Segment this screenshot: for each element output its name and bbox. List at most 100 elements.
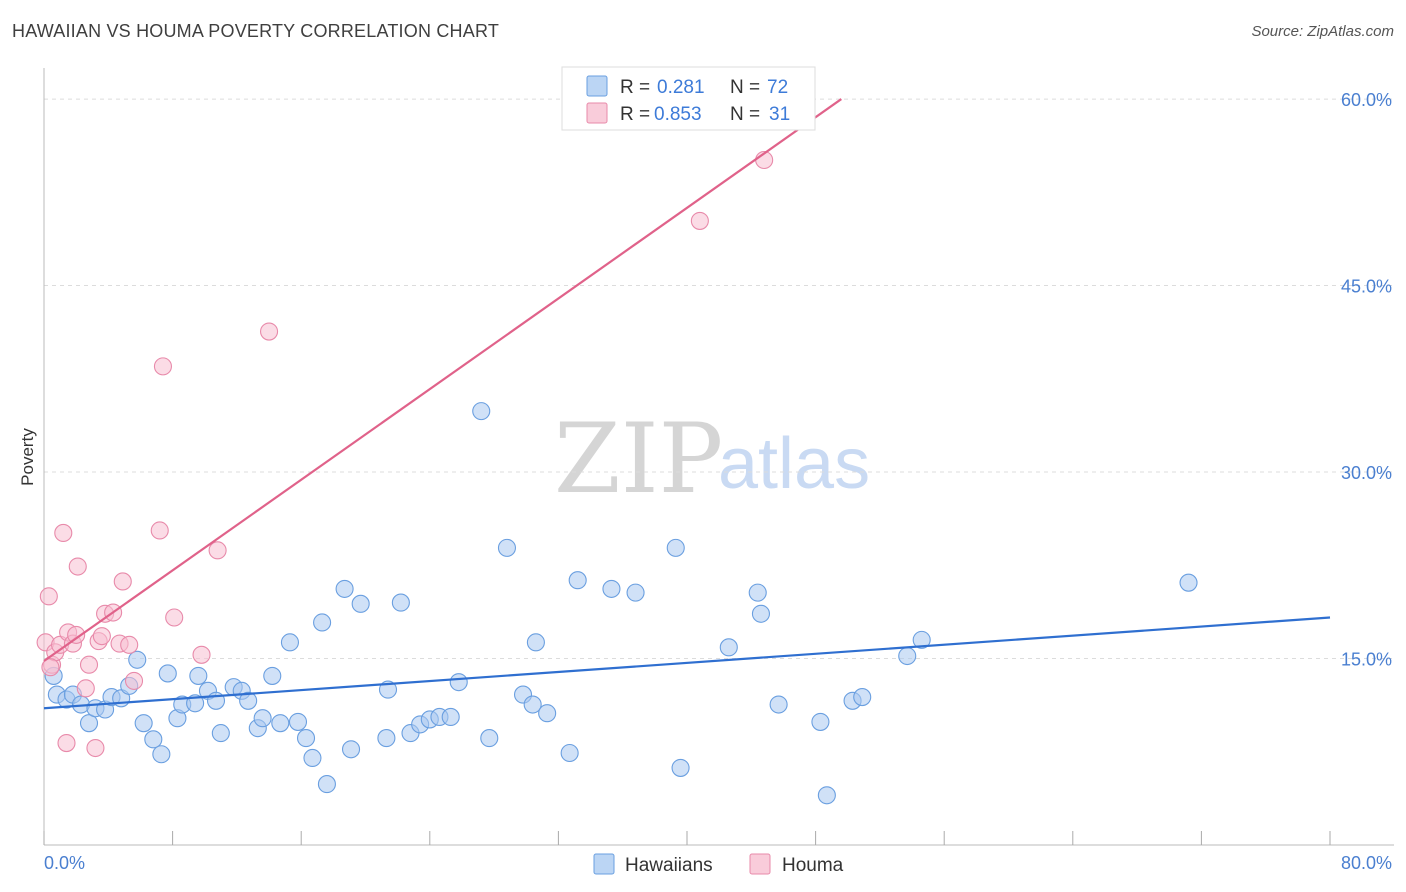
legend-n-label: N = bbox=[730, 104, 760, 125]
y-axis-label: Poverty bbox=[18, 428, 37, 486]
y-tick-label: 15.0% bbox=[1341, 650, 1392, 670]
houma-point bbox=[86, 738, 105, 758]
hawaiians-point bbox=[317, 775, 336, 794]
hawaiians-point bbox=[189, 666, 208, 685]
legend-r-label: R = bbox=[620, 104, 650, 125]
hawaiians-point bbox=[751, 604, 770, 623]
houma-point bbox=[92, 627, 111, 646]
hawaiians-point bbox=[666, 538, 685, 557]
houma-point bbox=[79, 655, 99, 674]
watermark-atlas: atlas bbox=[718, 424, 870, 504]
series-houma bbox=[36, 150, 774, 758]
hawaiians-point bbox=[568, 571, 587, 590]
axes bbox=[43, 68, 1394, 846]
chart-title: HAWAIIAN VS HOUMA POVERTY CORRELATION CH… bbox=[12, 21, 500, 41]
hawaiians-point bbox=[271, 714, 290, 733]
houma-point bbox=[67, 625, 86, 644]
legend-r-value: 0.853 bbox=[654, 104, 702, 125]
hawaiians-point bbox=[523, 695, 542, 714]
hawaiians-point bbox=[351, 594, 370, 613]
hawaiians-point bbox=[719, 638, 738, 657]
hawaiians-point bbox=[748, 583, 767, 602]
bottom-legend-swatch-hawaiians bbox=[593, 853, 615, 875]
legend-swatch-hawaiians bbox=[586, 75, 608, 97]
hawaiians-point bbox=[211, 724, 230, 743]
houma-point bbox=[165, 608, 184, 627]
houma-point bbox=[124, 671, 144, 690]
hawaiians-point bbox=[263, 666, 282, 685]
hawaiians-point bbox=[538, 704, 557, 723]
hawaiians-point bbox=[480, 729, 499, 748]
hawaiians-point bbox=[79, 714, 99, 733]
legend-n-value: 72 bbox=[767, 77, 788, 98]
hawaiians-point bbox=[313, 613, 332, 632]
houma-point bbox=[76, 679, 95, 698]
hawaiians-point bbox=[391, 593, 410, 612]
hawaiians-point bbox=[602, 579, 621, 598]
hawaiians-point bbox=[158, 664, 177, 683]
watermark-zip: ZIP bbox=[554, 403, 723, 515]
houma-trend-line bbox=[43, 98, 842, 662]
hawaiians-point bbox=[128, 650, 147, 669]
y-tick-labels: 15.0% 30.0% 45.0% 60.0% bbox=[1341, 90, 1392, 669]
hawaiians-point bbox=[144, 730, 163, 749]
hawaiians-point bbox=[497, 538, 517, 557]
hawaiians-point bbox=[817, 786, 836, 805]
hawaiians-point bbox=[769, 695, 788, 714]
y-tick-label: 45.0% bbox=[1341, 277, 1392, 297]
x-tick-label-max: 80.0% bbox=[1341, 853, 1392, 873]
bottom-legend-label-hawaiians: Hawaiians bbox=[625, 855, 713, 876]
hawaiians-point bbox=[472, 402, 491, 421]
hawaiians-point bbox=[560, 743, 579, 763]
legend-r-value: 0.281 bbox=[657, 77, 705, 98]
houma-point bbox=[153, 357, 173, 376]
y-tick-label: 60.0% bbox=[1341, 90, 1392, 110]
stats-legend: R = 0.281 N = 72 R = 0.853 N = 31 bbox=[561, 66, 816, 131]
x-tick-label-min: 0.0% bbox=[44, 853, 85, 873]
hawaiians-point bbox=[441, 707, 460, 727]
houma-point bbox=[39, 587, 58, 606]
hawaiians-trend-line bbox=[43, 616, 1331, 710]
houma-point bbox=[57, 734, 76, 753]
hawaiians-point bbox=[288, 712, 308, 731]
hawaiians-point bbox=[671, 758, 690, 777]
legend-r-label: R = bbox=[620, 77, 650, 98]
legend-swatch-houma bbox=[586, 102, 608, 124]
bottom-legend-swatch-houma bbox=[749, 853, 771, 875]
legend-n-label: N = bbox=[730, 77, 760, 98]
hawaiians-point bbox=[449, 673, 468, 692]
bottom-legend-label-houma: Houma bbox=[782, 855, 844, 876]
hawaiians-point bbox=[811, 712, 830, 731]
hawaiians-point bbox=[253, 709, 272, 728]
hawaiians-point bbox=[898, 646, 917, 666]
hawaiians-point bbox=[853, 688, 872, 707]
series-legend: Hawaiians Houma bbox=[593, 853, 844, 876]
houma-point bbox=[208, 541, 227, 560]
hawaiians-point bbox=[152, 745, 171, 764]
hawaiians-point bbox=[296, 729, 316, 748]
hawaiians-point bbox=[335, 579, 354, 598]
houma-point bbox=[120, 635, 139, 654]
hawaiians-point bbox=[526, 633, 545, 652]
legend-n-value: 31 bbox=[769, 104, 790, 125]
houma-point bbox=[54, 523, 73, 543]
trend-lines bbox=[43, 98, 1331, 710]
hawaiians-point bbox=[341, 740, 361, 759]
hawaiians-point bbox=[626, 583, 645, 602]
hawaiians-point bbox=[239, 691, 258, 710]
houma-point bbox=[150, 521, 169, 540]
houma-point bbox=[690, 211, 709, 230]
hawaiians-point bbox=[303, 748, 322, 768]
hawaiians-point bbox=[1179, 573, 1198, 592]
series-hawaiians bbox=[44, 402, 1198, 805]
hawaiians-point bbox=[280, 633, 299, 652]
hawaiians-point bbox=[186, 694, 205, 713]
houma-point bbox=[113, 572, 132, 591]
hawaiians-point bbox=[912, 630, 931, 649]
source-credit: Source: ZipAtlas.com bbox=[1251, 23, 1394, 40]
y-tick-label: 30.0% bbox=[1341, 463, 1392, 483]
houma-point bbox=[41, 658, 60, 677]
hawaiians-point bbox=[134, 714, 153, 733]
houma-point bbox=[259, 322, 279, 341]
